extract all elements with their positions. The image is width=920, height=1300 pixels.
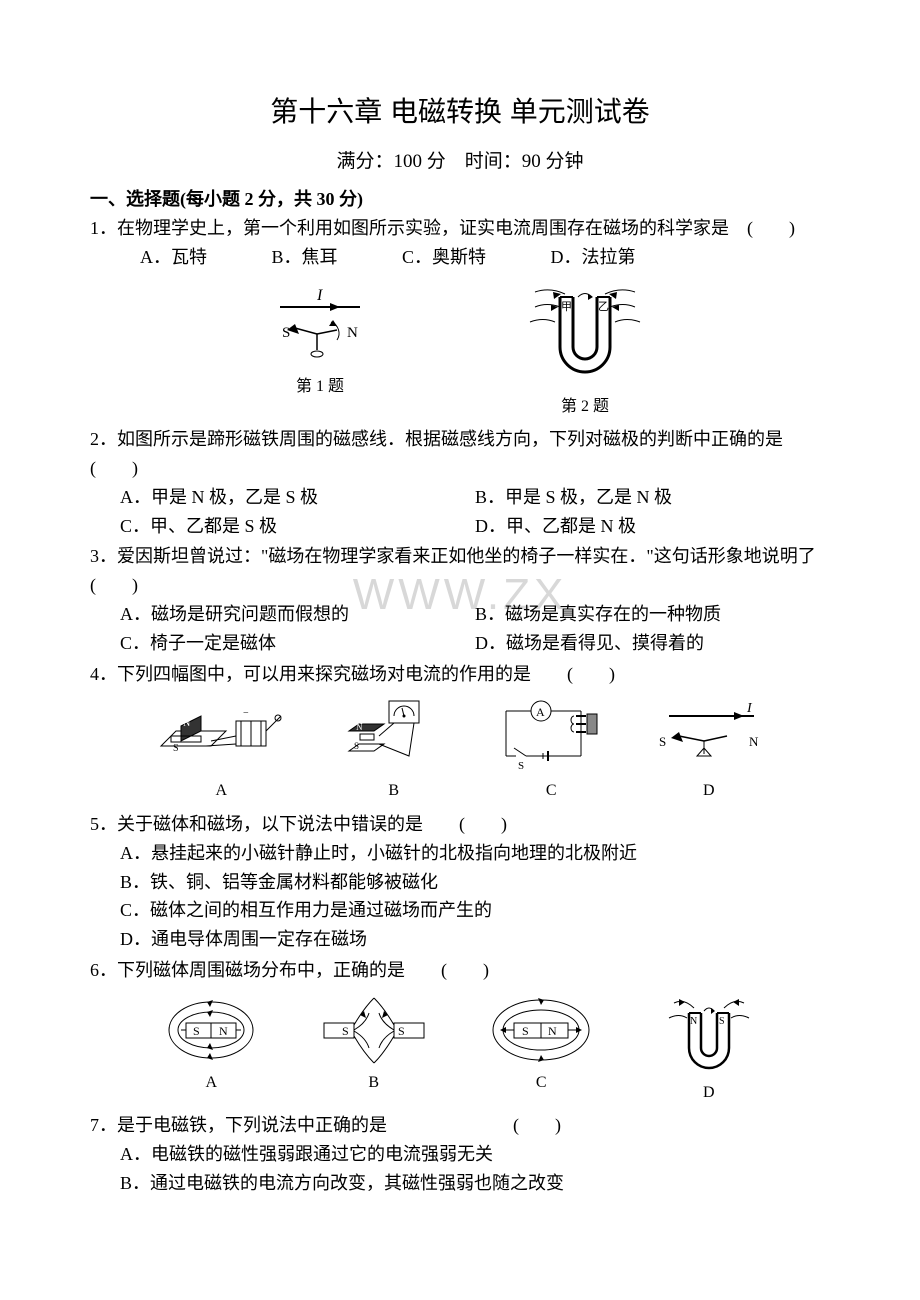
q4-label-d: D (649, 778, 769, 804)
question-7-choices: A．电磁铁的磁性强弱跟通过它的电流强弱无关 B．通过电磁铁的电流方向改变，其磁性… (90, 1140, 830, 1198)
question-7-text: 7．是于电磁铁，下列说法中正确的是 ( ) (90, 1111, 830, 1140)
q5-choice-a: A．悬挂起来的小磁针静止时，小磁针的北极指向地理的北极附近 (120, 839, 830, 868)
horseshoe-field-d-icon: N S (649, 993, 769, 1078)
figure-q1-label: 第 1 题 (255, 374, 385, 400)
q3-choice-c: C．椅子一定是磁体 (120, 629, 475, 658)
q4-figure-b: N S B (334, 696, 454, 804)
question-6-text: 6．下列磁体周围磁场分布中，正确的是 ( ) (90, 956, 830, 985)
question-6-figures: S N A S S (90, 993, 830, 1106)
q2-choice-b: B．甲是 S 极，乙是 N 极 (475, 483, 830, 512)
svg-text:甲: 甲 (561, 301, 572, 313)
question-5-text: 5．关于磁体和磁场，以下说法中错误的是 ( ) (90, 810, 830, 839)
q3-choice-b: B．磁场是真实存在的一种物质 (475, 600, 830, 629)
svg-text:N: N (347, 325, 358, 341)
document-content: 第十六章 电磁转换 单元测试卷 满分：100 分 时间：90 分钟 一、选择题(… (90, 90, 830, 1198)
question-5-choices: A．悬挂起来的小磁针静止时，小磁针的北极指向地理的北极附近 B．铁、铜、铝等金属… (90, 839, 830, 954)
generator-setup-icon: N S (334, 696, 454, 776)
svg-text:S: S (354, 741, 359, 751)
document-title: 第十六章 电磁转换 单元测试卷 (90, 90, 830, 135)
q5-choice-b: B．铁、铜、铝等金属材料都能够被磁化 (120, 868, 830, 897)
q6-figure-b: S S B (314, 993, 434, 1106)
svg-text:S: S (518, 760, 524, 772)
question-2-choices: A．甲是 N 极，乙是 S 极 B．甲是 S 极，乙是 N 极 C．甲、乙都是 … (90, 483, 830, 541)
q5-choice-c: C．磁体之间的相互作用力是通过磁场而产生的 (120, 896, 830, 925)
bar-magnet-field-a-icon: S N (151, 993, 271, 1068)
svg-text:N: N (690, 1016, 697, 1027)
svg-text:S: S (173, 743, 179, 754)
q3-choice-a: A．磁场是研究问题而假想的 (120, 600, 475, 629)
question-1-text: 1．在物理学史上，第一个利用如图所示实验，证实电流周围存在磁场的科学家是 ( ) (90, 214, 830, 243)
q1-choice-c: C．奥斯特 (402, 243, 486, 272)
section-1-header: 一、选择题(每小题 2 分，共 30 分) (90, 185, 830, 214)
q5-choice-d: D．通电导体周围一定存在磁场 (120, 925, 830, 954)
electromagnet-circuit-icon: A S (496, 696, 606, 776)
figure-row-q1-q2: I S N 第 1 题 甲 乙 (90, 282, 830, 420)
svg-text:N: N (548, 1024, 557, 1038)
q4-label-c: C (496, 778, 606, 804)
svg-text:N: N (219, 1024, 228, 1038)
question-1-choices: A．瓦特 B．焦耳 C．奥斯特 D．法拉第 (90, 243, 830, 272)
q4-label-a: A (151, 778, 291, 804)
figure-q2-label: 第 2 题 (505, 394, 665, 420)
question-2-text: 2．如图所示是蹄形磁铁周围的磁感线．根据磁感线方向，下列对磁极的判断中正确的是(… (90, 425, 830, 483)
q6-figure-a: S N A (151, 993, 271, 1106)
q3-choice-d: D．磁场是看得见、摸得着的 (475, 629, 830, 658)
question-3-text: 3．爱因斯坦曾说过："磁场在物理学家看来正如他坐的椅子一样实在．"这句话形象地说… (90, 542, 830, 600)
bar-magnet-field-c-icon: S N (476, 993, 606, 1068)
oersted-diagram-icon: I S N (255, 282, 385, 372)
two-magnets-field-b-icon: S S (314, 993, 434, 1068)
document-subtitle: 满分：100 分 时间：90 分钟 (90, 147, 830, 177)
svg-text:S: S (522, 1024, 529, 1038)
svg-text:I: I (316, 287, 323, 304)
q7-choice-a: A．电磁铁的磁性强弱跟通过它的电流强弱无关 (120, 1140, 830, 1169)
figure-q2: 甲 乙 第 2 题 (505, 282, 665, 420)
q1-choice-d: D．法拉第 (551, 243, 636, 272)
svg-text:N: N (183, 718, 190, 729)
svg-text:N: N (356, 722, 363, 732)
question-3: 3．爱因斯坦曾说过："磁场在物理学家看来正如他坐的椅子一样实在．"这句话形象地说… (90, 542, 830, 657)
question-4-text: 4．下列四幅图中，可以用来探究磁场对电流的作用的是 ( ) (90, 660, 830, 689)
svg-text:A: A (536, 705, 545, 719)
motor-setup-icon: N S − (151, 696, 291, 776)
svg-text:I: I (746, 701, 753, 716)
q4-figure-d: I S N D (649, 696, 769, 804)
q2-choice-c: C．甲、乙都是 S 极 (120, 512, 475, 541)
question-4-figures: N S − A (90, 696, 830, 804)
q7-choice-b: B．通过电磁铁的电流方向改变，其磁性强弱也随之改变 (120, 1169, 830, 1198)
q6-figure-d: N S D (649, 993, 769, 1106)
question-7: 7．是于电磁铁，下列说法中正确的是 ( ) A．电磁铁的磁性强弱跟通过它的电流强… (90, 1111, 830, 1197)
svg-text:S: S (719, 1016, 725, 1027)
q6-figure-c: S N C (476, 993, 606, 1106)
q6-label-b: B (314, 1070, 434, 1096)
compass-wire-icon: I S N (649, 696, 769, 776)
q2-choice-d: D．甲、乙都是 N 极 (475, 512, 830, 541)
q2-choice-a: A．甲是 N 极，乙是 S 极 (120, 483, 475, 512)
question-5: 5．关于磁体和磁场，以下说法中错误的是 ( ) A．悬挂起来的小磁针静止时，小磁… (90, 810, 830, 954)
question-4: 4．下列四幅图中，可以用来探究磁场对电流的作用的是 ( ) N S (90, 660, 830, 804)
q1-choice-b: B．焦耳 (272, 243, 338, 272)
svg-text:N: N (749, 734, 759, 749)
q1-choice-a: A．瓦特 (140, 243, 207, 272)
q4-figure-a: N S − A (151, 696, 291, 804)
q4-label-b: B (334, 778, 454, 804)
svg-text:S: S (193, 1024, 200, 1038)
svg-text:乙: 乙 (598, 300, 609, 313)
question-3-choices: A．磁场是研究问题而假想的 B．磁场是真实存在的一种物质 C．椅子一定是磁体 D… (90, 600, 830, 658)
svg-text:S: S (398, 1024, 405, 1038)
question-6: 6．下列磁体周围磁场分布中，正确的是 ( ) S N A (90, 956, 830, 1105)
horseshoe-magnet-icon: 甲 乙 (505, 282, 665, 392)
q6-label-d: D (649, 1080, 769, 1106)
svg-text:S: S (282, 325, 290, 341)
svg-text:S: S (659, 734, 666, 749)
question-1: 1．在物理学史上，第一个利用如图所示实验，证实电流周围存在磁场的科学家是 ( )… (90, 214, 830, 272)
q6-label-c: C (476, 1070, 606, 1096)
q6-label-a: A (151, 1070, 271, 1096)
question-2: 2．如图所示是蹄形磁铁周围的磁感线．根据磁感线方向，下列对磁极的判断中正确的是(… (90, 425, 830, 540)
figure-q1: I S N 第 1 题 (255, 282, 385, 420)
svg-text:−: − (243, 708, 249, 719)
svg-text:S: S (342, 1024, 349, 1038)
q4-figure-c: A S (496, 696, 606, 804)
